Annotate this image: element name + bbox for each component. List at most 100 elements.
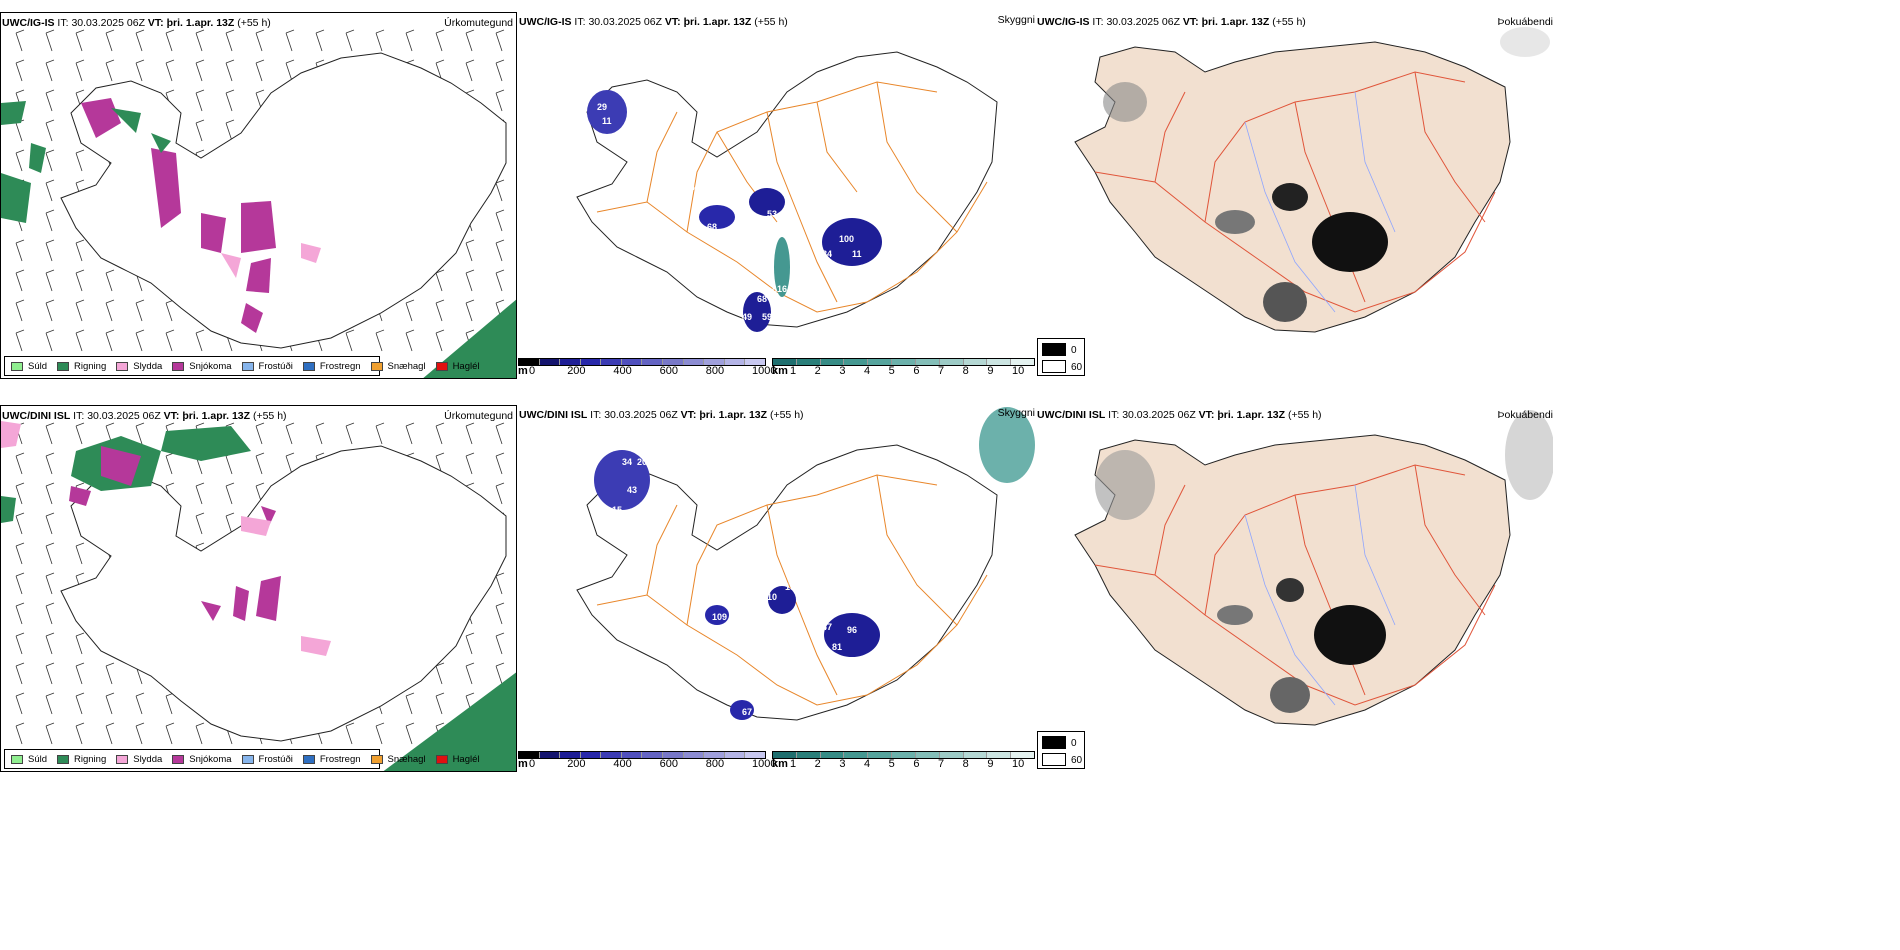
wind-barb: [45, 722, 55, 745]
ceiling-value-label: 89: [829, 602, 839, 612]
ceiling-value-label: 20: [782, 304, 792, 314]
wind-barb: [135, 59, 145, 82]
visibility-title: Skyggni: [997, 14, 1035, 26]
ceiling-tick-label: 0: [529, 365, 536, 377]
fog-patches: [1095, 410, 1553, 713]
wind-barb: [15, 59, 25, 82]
wind-barb: [15, 692, 25, 715]
wind-barb: [195, 59, 205, 82]
wind-barb: [45, 269, 55, 292]
wind-barb: [45, 329, 55, 352]
colorbar-segment: [820, 752, 845, 758]
colorbar-segment: [844, 752, 869, 758]
wind-barb: [75, 329, 85, 352]
legend-item: Súld: [11, 361, 47, 372]
wind-barb: [375, 29, 385, 52]
ceiling-value-label: 54: [635, 116, 645, 126]
ceiling-tick-label: 200: [567, 365, 586, 377]
wind-barb: [435, 692, 445, 715]
colorbar-segment: [963, 752, 988, 758]
wind-barb: [375, 329, 385, 352]
colorbar-segment: [519, 359, 540, 365]
ceiling-value-label: 60: [767, 286, 777, 296]
precip-legend: Súld Rigning Slydda Snjókoma Frostúði Fr…: [4, 749, 480, 769]
wind-barb: [225, 482, 235, 505]
colorbar-segment: [539, 752, 561, 758]
ceiling-value-label: 70: [797, 647, 807, 657]
wind-barb: [45, 422, 55, 445]
wind-barb: [495, 269, 505, 292]
legend-item: Slydda: [116, 754, 162, 765]
wind-barb: [15, 542, 25, 565]
map-header: UWC/IG-IS IT: 30.03.2025 06Z VT: þri. 1.…: [519, 16, 788, 28]
visibility-unit: km: [772, 758, 788, 770]
wind-barb: [165, 722, 175, 745]
precip-type-map-row1: UWC/IG-IS IT: 30.03.2025 06Z VT: þri. 1.…: [0, 12, 517, 379]
wind-barb: [15, 722, 25, 745]
wind-barb: [225, 512, 235, 535]
wind-barb: [75, 722, 85, 745]
colorbar-segment: [987, 752, 1012, 758]
wind-barb: [465, 29, 475, 52]
legend-item: Snæhagl: [370, 361, 426, 372]
ceiling-value-label: 20: [637, 457, 647, 467]
colorbar-segment: [601, 359, 622, 365]
ceiling-colorbar: [518, 751, 766, 759]
fog-title: Þokuábendi: [1497, 409, 1553, 421]
visibility-tick-label: 6: [913, 365, 920, 377]
legend-item: Slydda: [116, 361, 162, 372]
wind-barb: [165, 299, 175, 322]
colorbar-segment: [892, 359, 916, 365]
wind-barb: [15, 572, 25, 595]
wind-barb: [45, 452, 55, 475]
colorbar-segment: [663, 359, 684, 365]
legend-item: Frostregn: [302, 754, 361, 765]
wind-barb: [135, 329, 145, 352]
wind-barb: [15, 452, 25, 475]
wind-barb: [105, 59, 115, 82]
colorbar-segment: [519, 752, 540, 758]
visibility-tick-label: 9: [987, 365, 994, 377]
wind-barb: [135, 299, 145, 322]
ceiling-value-label: 81: [832, 642, 842, 652]
legend-item: Frostregn: [302, 361, 361, 372]
ceiling-value-label: 53: [767, 209, 777, 219]
fog-title: Þokuábendi: [1497, 16, 1553, 28]
ceiling-tick-label: 200: [567, 758, 586, 770]
ceiling-value-label: 71: [757, 707, 767, 717]
precip-title: Úrkomutegund: [444, 410, 513, 422]
wind-barb: [495, 632, 505, 655]
visibility-colorbar: [772, 358, 1035, 366]
wind-barb: [495, 482, 505, 505]
ceiling-tick-label: 1000: [752, 365, 777, 377]
colorbar-segment: [915, 752, 940, 758]
wind-barb: [465, 299, 475, 322]
ceiling-value-label: 34: [622, 457, 632, 467]
ceiling-patches: [594, 407, 1035, 720]
wind-barb: [495, 179, 505, 202]
legend-item: Rigning: [57, 754, 106, 765]
colorbar-segment: [939, 359, 964, 365]
fog-indicator-map-row1: UWC/IG-IS IT: 30.03.2025 06Z VT: þri. 1.…: [1035, 12, 1553, 379]
ceiling-value-label: 59: [762, 312, 772, 322]
colorbar-segment: [663, 752, 684, 758]
visibility-tick-label: 5: [888, 758, 895, 770]
wind-barb: [435, 329, 445, 352]
fog-indicator-map-row2: UWC/DINI ISL IT: 30.03.2025 06Z VT: þri.…: [1035, 405, 1553, 772]
legend-item: Haglél: [435, 754, 480, 765]
ceiling-value-label: 68: [707, 222, 717, 232]
wind-barb: [165, 452, 175, 475]
wind-barb: [495, 29, 505, 52]
legend-item: Snæhagl: [370, 754, 426, 765]
visibility-tick-label: 10: [1012, 365, 1025, 377]
colorbar-segment: [796, 752, 821, 758]
wind-barb: [495, 89, 505, 112]
wind-barb: [75, 299, 85, 322]
colorbar-segment: [868, 752, 893, 758]
wind-barb: [45, 662, 55, 685]
ceiling-value-label: 68: [692, 222, 702, 232]
wind-barb: [75, 542, 85, 565]
visibility-tick-label: 7: [938, 365, 945, 377]
colorbar-segment: [642, 752, 664, 758]
wind-barb: [165, 692, 175, 715]
